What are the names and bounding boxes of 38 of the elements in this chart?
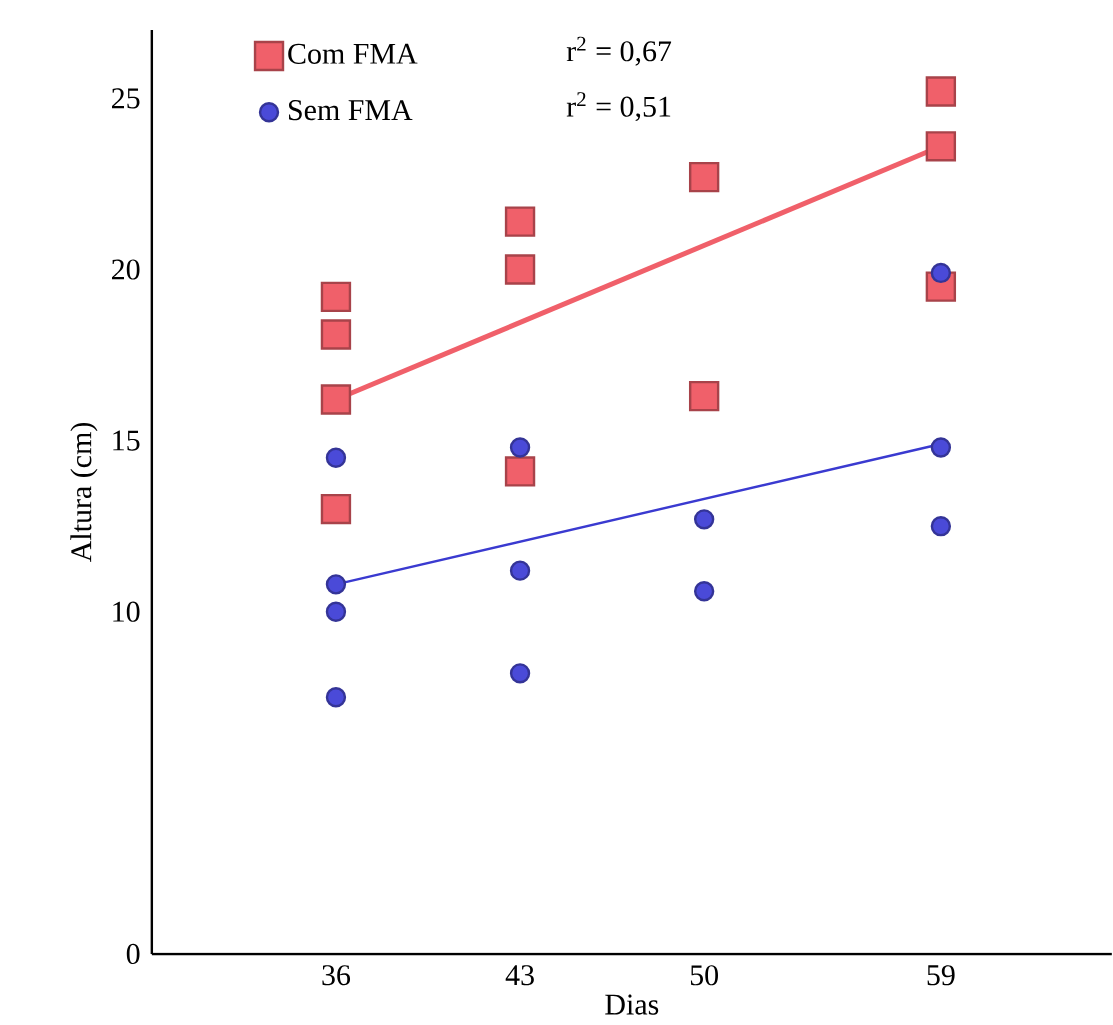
y-tick-label: 20 <box>112 259 140 280</box>
x-axis-title: Dias <box>605 994 659 1015</box>
y-tick-label: 0 <box>126 944 140 965</box>
point <box>693 509 715 530</box>
point <box>325 574 347 595</box>
x-tick-label: 59 <box>927 965 955 986</box>
point <box>325 447 347 469</box>
point <box>320 281 352 313</box>
point <box>930 262 952 284</box>
point <box>504 456 536 487</box>
point <box>925 76 957 107</box>
y-tick-label: 10 <box>113 601 140 622</box>
point <box>504 254 536 285</box>
x-tick-label: 50 <box>690 965 718 986</box>
point <box>509 663 531 684</box>
y-tick-label: 15 <box>113 430 140 451</box>
point <box>693 581 715 602</box>
point <box>688 381 720 412</box>
point <box>320 494 352 525</box>
annotation: r$^{2}$ = 0,51 <box>566 92 671 122</box>
point <box>925 131 957 162</box>
x-tick-label: 43 <box>505 965 534 986</box>
point <box>688 162 720 193</box>
x-tick-label: 36 <box>322 965 351 986</box>
y-tick-label: 25 <box>112 88 140 109</box>
y-axis-title: Altura (cm) <box>70 423 98 563</box>
point <box>504 206 536 237</box>
annotation: r$^{2}$ = 0,67 <box>566 36 672 66</box>
point <box>325 687 347 708</box>
point <box>930 516 952 537</box>
point <box>930 437 952 458</box>
point <box>325 601 347 623</box>
point <box>509 437 531 458</box>
point <box>320 319 352 350</box>
point <box>320 384 352 415</box>
point <box>509 560 531 582</box>
legend-label: Sem FMA <box>289 100 413 121</box>
legend-label: Com FMA <box>288 43 418 65</box>
